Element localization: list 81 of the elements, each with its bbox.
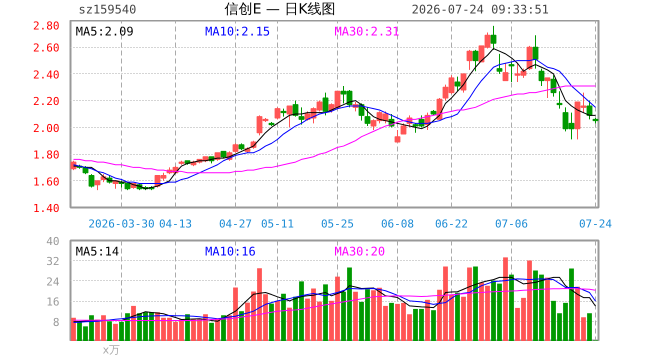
bar <box>353 292 358 341</box>
candlestick <box>298 106 304 126</box>
candlestick <box>274 106 280 120</box>
candlestick <box>586 100 592 120</box>
bar <box>269 304 274 341</box>
bar <box>185 314 190 341</box>
candlestick <box>286 105 292 128</box>
y-tick-label: 40 <box>46 235 60 248</box>
x-tick-label: 07-06 <box>494 218 528 230</box>
x-tick-label: 05-25 <box>320 218 354 230</box>
candlestick <box>394 130 400 143</box>
bar <box>275 300 280 341</box>
candlestick <box>550 74 556 98</box>
candlestick <box>88 174 94 188</box>
text: sz159540 <box>78 2 136 16</box>
text: 2026-07-24 09:33:51 <box>412 2 549 16</box>
text: MA10:2.15 <box>205 24 270 38</box>
y-tick-label: 1.60 <box>33 175 60 188</box>
y-tick-label: 2.00 <box>33 122 60 135</box>
candlestick <box>496 53 502 74</box>
candlestick <box>400 122 406 135</box>
bar <box>503 257 508 341</box>
candlestick <box>502 62 508 82</box>
text: MA30:20 <box>334 244 386 258</box>
text: MA10:16 <box>205 244 256 258</box>
bar <box>113 324 118 341</box>
text: MA30:2.31 <box>334 24 400 38</box>
bar <box>281 294 286 341</box>
candlestick <box>322 92 328 116</box>
bar <box>455 292 460 341</box>
candlestick <box>508 61 514 82</box>
candlestick <box>454 76 460 92</box>
bar <box>545 278 550 341</box>
line-series <box>73 288 596 322</box>
bar <box>425 300 430 341</box>
candlestick <box>466 49 472 70</box>
bar <box>473 266 478 341</box>
candlestick <box>472 49 478 72</box>
y-tick-label: 8 <box>52 316 60 329</box>
bar <box>323 284 328 341</box>
candlestick <box>292 100 298 118</box>
candlestick <box>490 25 496 50</box>
bar <box>107 321 112 341</box>
candlestick <box>544 77 550 98</box>
y-tick-label: 2.80 <box>33 20 60 32</box>
x-tick-label: 05-11 <box>260 218 294 230</box>
candlestick <box>556 90 562 110</box>
x-tick-label: 07-24 <box>578 218 612 230</box>
x-tick-label: 06-08 <box>380 218 414 230</box>
y-tick-label: 2.60 <box>33 42 60 55</box>
candlestick <box>460 73 466 94</box>
candlestick <box>538 68 544 86</box>
y-tick-label: 16 <box>46 296 60 309</box>
text: MA5:2.09 <box>76 24 134 38</box>
bar <box>221 315 226 341</box>
text: MA5:14 <box>76 244 120 258</box>
y-tick-label: 2.40 <box>33 68 60 82</box>
x-tick-label: 04-27 <box>218 218 252 230</box>
bar <box>239 311 244 341</box>
text: x万 <box>102 344 120 356</box>
x-tick-label: 2026-03-30 <box>88 218 155 230</box>
chart-title: 信创E — 日K线图 <box>224 2 336 18</box>
bar <box>215 320 220 341</box>
bar <box>131 306 136 341</box>
candlestick <box>364 106 370 127</box>
bar <box>431 310 436 341</box>
bar <box>71 318 76 341</box>
x-tick-label: 06-22 <box>434 218 468 230</box>
y-tick-label: 1.80 <box>33 148 60 162</box>
bar <box>509 274 514 341</box>
y-tick-label: 1.40 <box>33 202 60 215</box>
bar <box>287 308 292 341</box>
candlestick <box>232 142 238 154</box>
bar <box>209 322 214 341</box>
candlestick <box>532 34 538 70</box>
bar <box>389 302 394 341</box>
y-tick-label: 24 <box>46 275 60 288</box>
candlestick <box>94 180 100 191</box>
y-tick-label: 32 <box>46 255 60 268</box>
y-tick-label: 2.20 <box>33 95 60 108</box>
x-tick-label: 04-13 <box>158 218 192 230</box>
